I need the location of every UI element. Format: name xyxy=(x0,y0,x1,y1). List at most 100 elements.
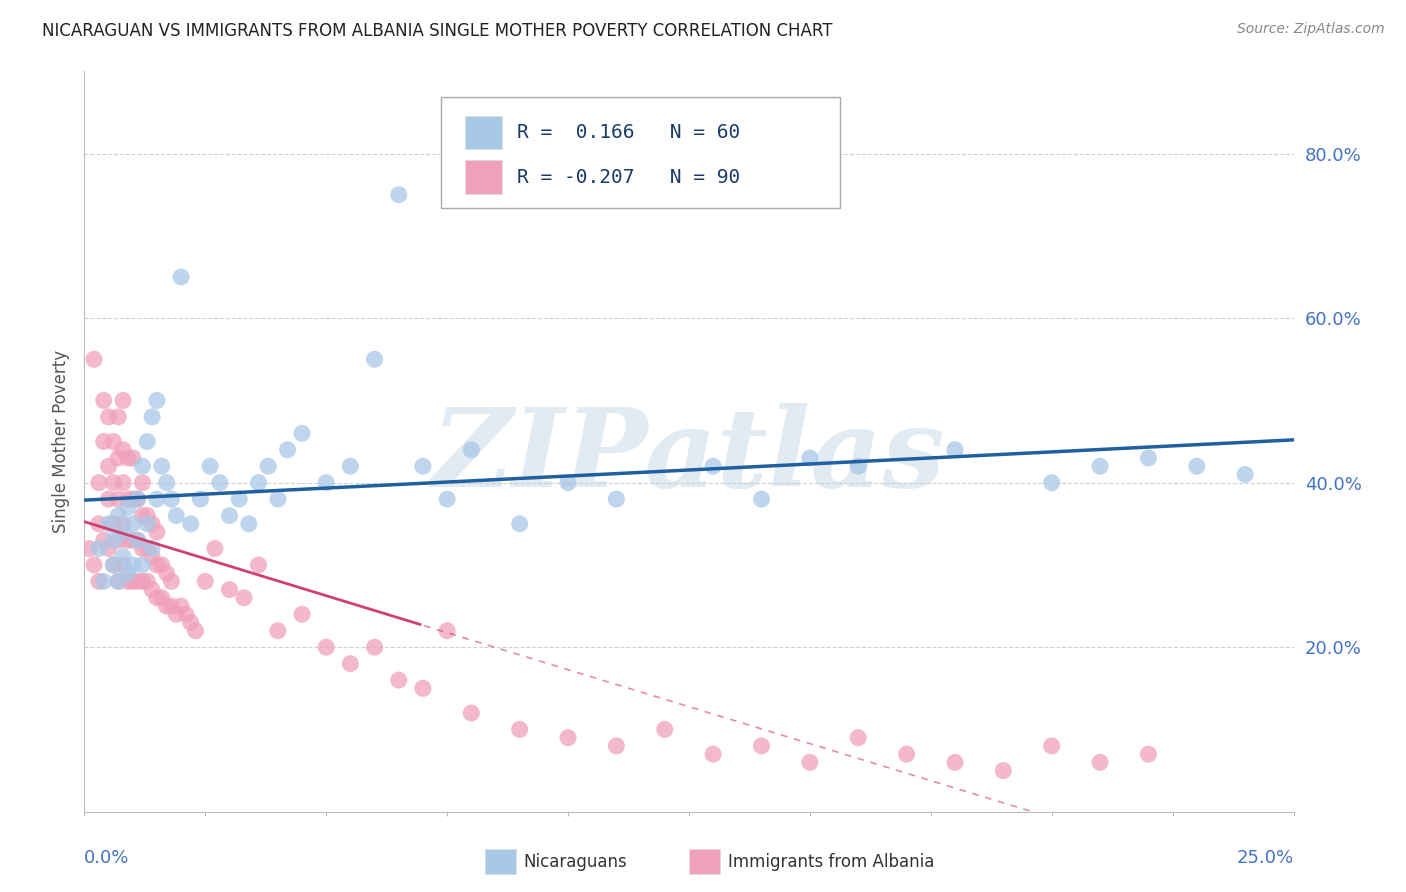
Point xyxy=(165,508,187,523)
Point xyxy=(180,516,202,531)
Point xyxy=(436,624,458,638)
Point xyxy=(93,574,115,589)
Point xyxy=(155,599,177,613)
Point xyxy=(799,756,821,770)
Point xyxy=(896,747,918,761)
Point xyxy=(460,442,482,457)
Point xyxy=(136,541,159,556)
Point xyxy=(146,393,169,408)
Point xyxy=(150,459,173,474)
Point xyxy=(103,558,125,572)
Point xyxy=(131,459,153,474)
Point xyxy=(363,352,385,367)
Point xyxy=(87,516,110,531)
Point xyxy=(509,723,531,737)
Point xyxy=(97,541,120,556)
FancyBboxPatch shape xyxy=(441,97,841,209)
Point xyxy=(131,574,153,589)
Text: 0.0%: 0.0% xyxy=(84,849,129,867)
Point xyxy=(131,541,153,556)
Point xyxy=(141,549,163,564)
Point xyxy=(136,434,159,449)
Point xyxy=(77,541,100,556)
Point xyxy=(1040,475,1063,490)
Point xyxy=(117,492,139,507)
Point xyxy=(174,607,197,622)
Point xyxy=(509,516,531,531)
Point xyxy=(291,607,314,622)
Point xyxy=(1040,739,1063,753)
Point xyxy=(247,475,270,490)
Point xyxy=(228,492,250,507)
Point xyxy=(141,516,163,531)
Point xyxy=(83,352,105,367)
Point xyxy=(247,558,270,572)
Point xyxy=(97,459,120,474)
Point xyxy=(131,558,153,572)
Point xyxy=(107,574,129,589)
Point xyxy=(160,574,183,589)
Point xyxy=(267,624,290,638)
Point xyxy=(127,533,149,548)
Point xyxy=(146,558,169,572)
Point xyxy=(943,442,966,457)
Point xyxy=(97,409,120,424)
Point xyxy=(117,500,139,515)
Point xyxy=(136,574,159,589)
Point xyxy=(97,516,120,531)
Point xyxy=(605,739,627,753)
Point xyxy=(141,409,163,424)
Point xyxy=(846,459,869,474)
Point xyxy=(155,475,177,490)
Text: R = -0.207   N = 90: R = -0.207 N = 90 xyxy=(517,168,741,186)
Text: NICARAGUAN VS IMMIGRANTS FROM ALBANIA SINGLE MOTHER POVERTY CORRELATION CHART: NICARAGUAN VS IMMIGRANTS FROM ALBANIA SI… xyxy=(42,22,832,40)
Point xyxy=(141,582,163,597)
Text: Source: ZipAtlas.com: Source: ZipAtlas.com xyxy=(1237,22,1385,37)
Point xyxy=(112,524,135,539)
Point xyxy=(146,524,169,539)
Point xyxy=(136,508,159,523)
Point xyxy=(1088,459,1111,474)
Point xyxy=(180,615,202,630)
Point xyxy=(107,492,129,507)
Point xyxy=(160,492,183,507)
Point xyxy=(1137,747,1160,761)
Point xyxy=(121,558,143,572)
Point xyxy=(93,434,115,449)
Point xyxy=(160,599,183,613)
Point xyxy=(198,459,221,474)
Point xyxy=(121,533,143,548)
Point xyxy=(267,492,290,507)
Point xyxy=(460,706,482,720)
Point xyxy=(218,508,240,523)
Point xyxy=(127,492,149,507)
Point xyxy=(112,475,135,490)
Point xyxy=(315,640,337,655)
Bar xyxy=(465,116,502,149)
Point xyxy=(1185,459,1208,474)
Point xyxy=(846,731,869,745)
Point xyxy=(127,574,149,589)
Point xyxy=(388,673,411,687)
Point xyxy=(103,434,125,449)
Point xyxy=(103,558,125,572)
Point xyxy=(1234,467,1257,482)
Point xyxy=(112,516,135,531)
Point xyxy=(388,187,411,202)
Point xyxy=(233,591,256,605)
Point xyxy=(107,508,129,523)
Point xyxy=(339,657,361,671)
Point xyxy=(605,492,627,507)
Point xyxy=(146,591,169,605)
Point xyxy=(799,450,821,465)
Point xyxy=(1137,450,1160,465)
Point xyxy=(993,764,1015,778)
Point xyxy=(131,508,153,523)
Point xyxy=(117,566,139,581)
Point xyxy=(141,541,163,556)
Point xyxy=(121,450,143,465)
Point xyxy=(751,492,773,507)
Point xyxy=(112,558,135,572)
Point xyxy=(121,516,143,531)
Point xyxy=(83,558,105,572)
